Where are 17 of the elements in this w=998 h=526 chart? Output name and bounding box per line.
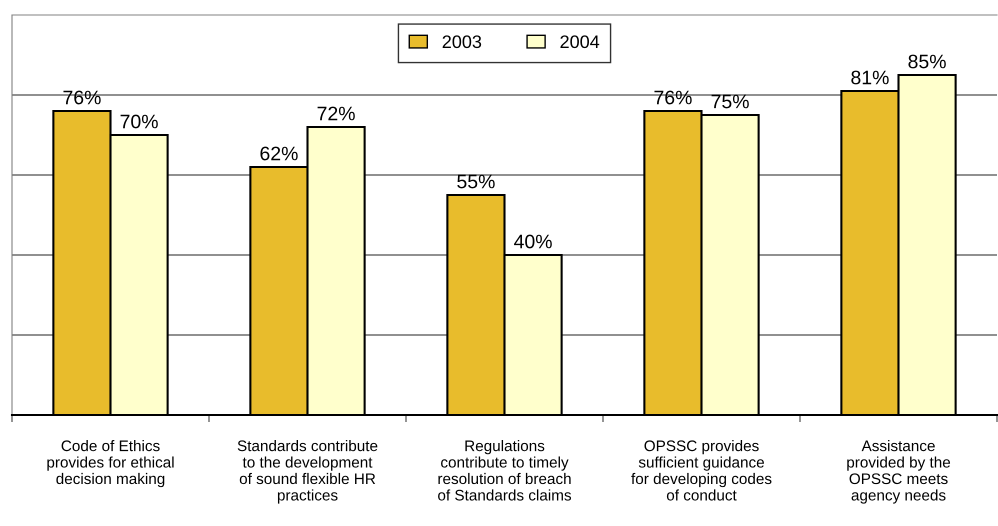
- data-label: 55%: [457, 174, 495, 188]
- x-tick-label: OPSSC provides sufficient guidance for developing codes of conduct: [631, 440, 772, 501]
- data-label: 85%: [908, 54, 946, 68]
- legend-label: 2004: [560, 35, 600, 48]
- data-label: 76%: [654, 90, 692, 104]
- legend-label: 2003: [442, 35, 482, 48]
- data-label: 81%: [851, 70, 889, 84]
- data-label: 62%: [260, 146, 298, 160]
- data-label: 70%: [120, 114, 158, 128]
- data-label: 76%: [63, 90, 101, 104]
- x-tick-label: Standards contribute to the development of sound flexible HR practices: [238, 440, 378, 504]
- x-tick-label: Assistance provided by the OPSSC meets agency needs: [847, 440, 950, 504]
- x-tick-label: Regulations contribute to timely resolution of breach of Standards claims: [438, 440, 572, 501]
- data-label: 40%: [514, 234, 552, 248]
- data-label: 72%: [318, 106, 355, 120]
- data-label: 75%: [712, 94, 749, 108]
- x-tick-label: Code of Ethics provides for ethical decision making: [47, 440, 174, 488]
